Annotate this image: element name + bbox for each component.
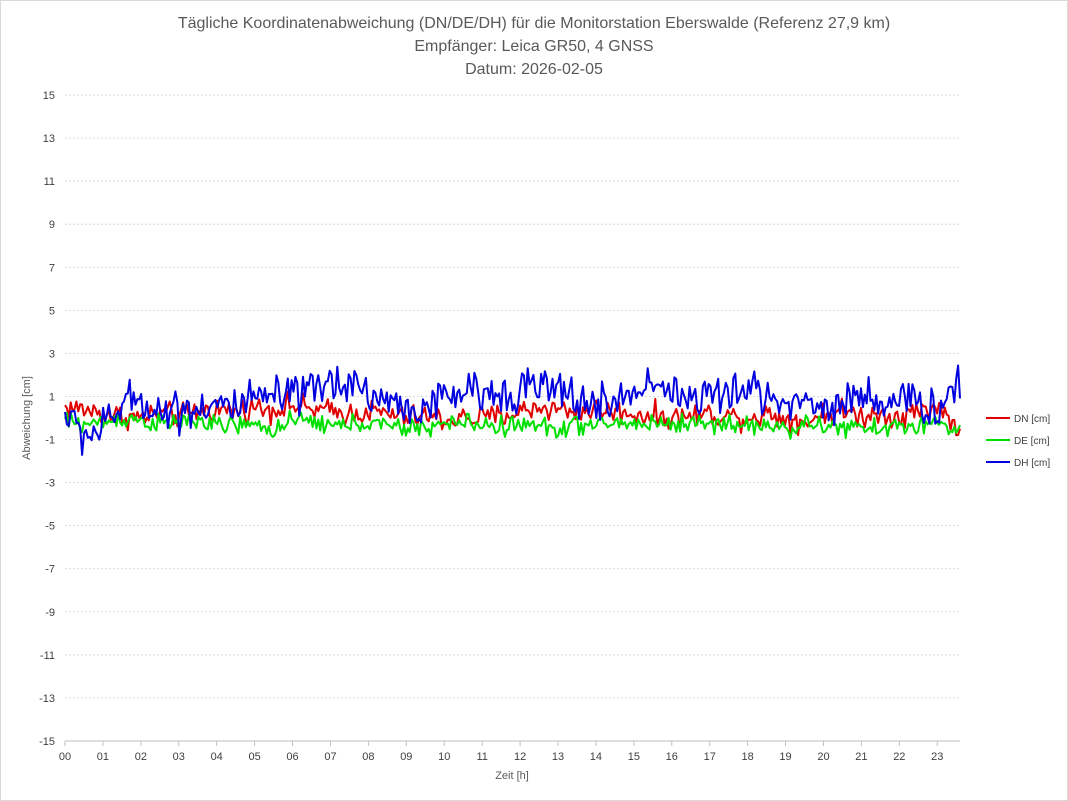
- y-tick-label: 1: [49, 391, 55, 403]
- y-tick-label: -5: [45, 521, 55, 533]
- x-tick-label: 00: [59, 751, 71, 763]
- legend-label-dn: DN [cm]: [1014, 414, 1050, 425]
- x-axis-ticks: 00 01 02 03 04 05 06 07 08 09 10 11 12 13 14 15 16 17 18 19…: [59, 741, 943, 763]
- x-tick-label: 23: [931, 751, 943, 763]
- x-tick-label: 09: [400, 751, 412, 763]
- x-tick-label: 17: [704, 751, 716, 763]
- x-tick-label: 01: [97, 751, 109, 763]
- x-tick-label: 06: [286, 751, 298, 763]
- x-tick-label: 07: [324, 751, 336, 763]
- x-tick-label: 22: [893, 751, 905, 763]
- x-tick-label: 03: [173, 751, 185, 763]
- legend: DN [cm] DE [cm] DH [cm]: [986, 414, 1050, 469]
- x-tick-label: 13: [552, 751, 564, 763]
- y-tick-label: 15: [43, 90, 55, 102]
- y-tick-label: 3: [49, 348, 55, 360]
- legend-label-de: DE [cm]: [1014, 436, 1050, 447]
- x-tick-label: 14: [590, 751, 602, 763]
- y-tick-label: -11: [40, 650, 55, 662]
- y-tick-label: 7: [49, 262, 55, 274]
- y-tick-label: -7: [45, 564, 55, 576]
- x-tick-label: 04: [211, 751, 223, 763]
- y-tick-label: -1: [45, 435, 55, 447]
- chart-title: Tägliche Koordinatenabweichung (DN/DE/DH…: [178, 15, 890, 78]
- x-tick-label: 16: [666, 751, 678, 763]
- series-line-dh: [64, 364, 961, 456]
- x-tick-label: 11: [476, 751, 487, 763]
- x-tick-label: 21: [855, 751, 867, 763]
- y-tick-label: -13: [39, 693, 55, 705]
- x-tick-label: 02: [135, 751, 147, 763]
- x-axis-label: Zeit [h]: [495, 770, 529, 782]
- y-axis-label: Abweichung [cm]: [21, 376, 33, 460]
- y-tick-label: -15: [39, 736, 55, 748]
- series-line-de: [64, 409, 961, 440]
- legend-label-dh: DH [cm]: [1014, 458, 1050, 469]
- chart-title-line-3: Datum: 2026-02-05: [465, 61, 603, 78]
- y-tick-label: -9: [45, 607, 55, 619]
- y-axis-ticks: 15 13 11 9 7 5 3 1 -1 -3 -5 -7 -9 -11 -13 -15: [39, 90, 55, 748]
- x-tick-label: 15: [628, 751, 640, 763]
- x-tick-label: 18: [742, 751, 754, 763]
- chart-title-line-2: Empfänger: Leica GR50, 4 GNSS: [414, 38, 653, 55]
- series-lines: [64, 364, 961, 456]
- x-tick-label: 20: [817, 751, 829, 763]
- y-tick-label: 9: [49, 219, 55, 231]
- x-tick-label: 05: [248, 751, 260, 763]
- y-tick-label: -3: [45, 478, 55, 490]
- x-tick-label: 19: [779, 751, 791, 763]
- x-tick-label: 12: [514, 751, 526, 763]
- y-tick-label: 5: [49, 305, 55, 317]
- x-tick-label: 10: [438, 751, 450, 763]
- gridlines: [65, 94, 960, 742]
- y-tick-label: 13: [43, 133, 55, 145]
- y-tick-label: 11: [44, 176, 55, 188]
- chart-title-line-1: Tägliche Koordinatenabweichung (DN/DE/DH…: [178, 15, 890, 32]
- x-tick-label: 08: [362, 751, 374, 763]
